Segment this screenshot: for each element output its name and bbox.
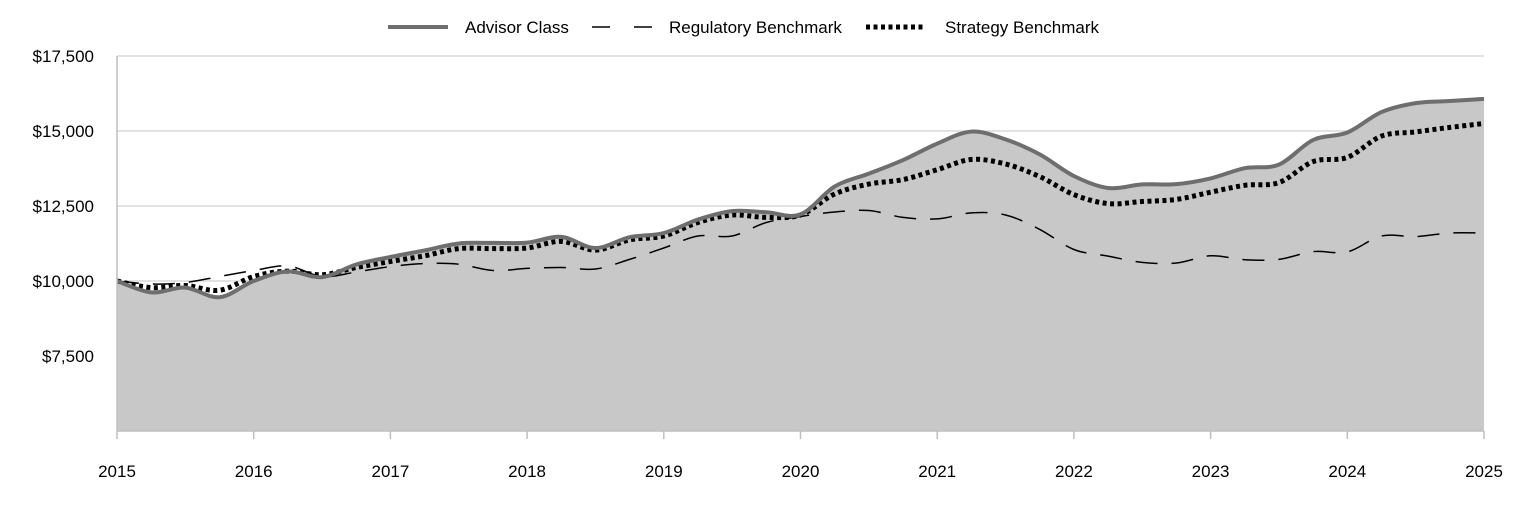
y-tick-label: $12,500 bbox=[33, 197, 94, 216]
x-tick-label: 2022 bbox=[1055, 462, 1093, 481]
legend-strategy-benchmark-label: Strategy Benchmark bbox=[945, 18, 1100, 37]
series-advisor-class-area bbox=[117, 98, 1484, 432]
legend-strategy-benchmark: Strategy Benchmark bbox=[866, 18, 1100, 37]
y-tick-label: $17,500 bbox=[33, 47, 94, 66]
chart-legend: Advisor Class Regulatory Benchmark Strateg… bbox=[388, 18, 1100, 37]
x-tick-label: 2023 bbox=[1192, 462, 1230, 481]
x-tick-label: 2020 bbox=[782, 462, 820, 481]
x-tick-label: 2018 bbox=[508, 462, 546, 481]
x-tick-label: 2017 bbox=[371, 462, 409, 481]
x-tick-label: 2021 bbox=[918, 462, 956, 481]
y-axis-tick-labels: $7,500 $10,000 $12,500 $15,000 $17,500 bbox=[33, 47, 94, 366]
legend-regulatory-benchmark-label: Regulatory Benchmark bbox=[669, 18, 842, 37]
legend-regulatory-benchmark: Regulatory Benchmark bbox=[592, 18, 842, 37]
chart-axes bbox=[116, 56, 1485, 439]
x-tick-label: 2015 bbox=[98, 462, 136, 481]
x-tick-label: 2016 bbox=[235, 462, 273, 481]
x-tick-label: 2025 bbox=[1465, 462, 1503, 481]
y-tick-label: $15,000 bbox=[33, 122, 94, 141]
legend-advisor-class-label: Advisor Class bbox=[465, 18, 569, 37]
x-tick-label: 2024 bbox=[1328, 462, 1366, 481]
x-axis-tick-labels: 2015 2016 2017 2018 2019 2020 2021 2022 2023 2024… bbox=[98, 462, 1503, 481]
y-tick-label: $10,000 bbox=[33, 272, 94, 291]
series-advisor-class-line bbox=[116, 96, 1485, 300]
legend-advisor-class: Advisor Class bbox=[388, 18, 569, 37]
y-tick-label: $7,500 bbox=[42, 347, 94, 366]
chart-plot-area bbox=[116, 96, 1485, 432]
x-tick-label: 2019 bbox=[645, 462, 683, 481]
